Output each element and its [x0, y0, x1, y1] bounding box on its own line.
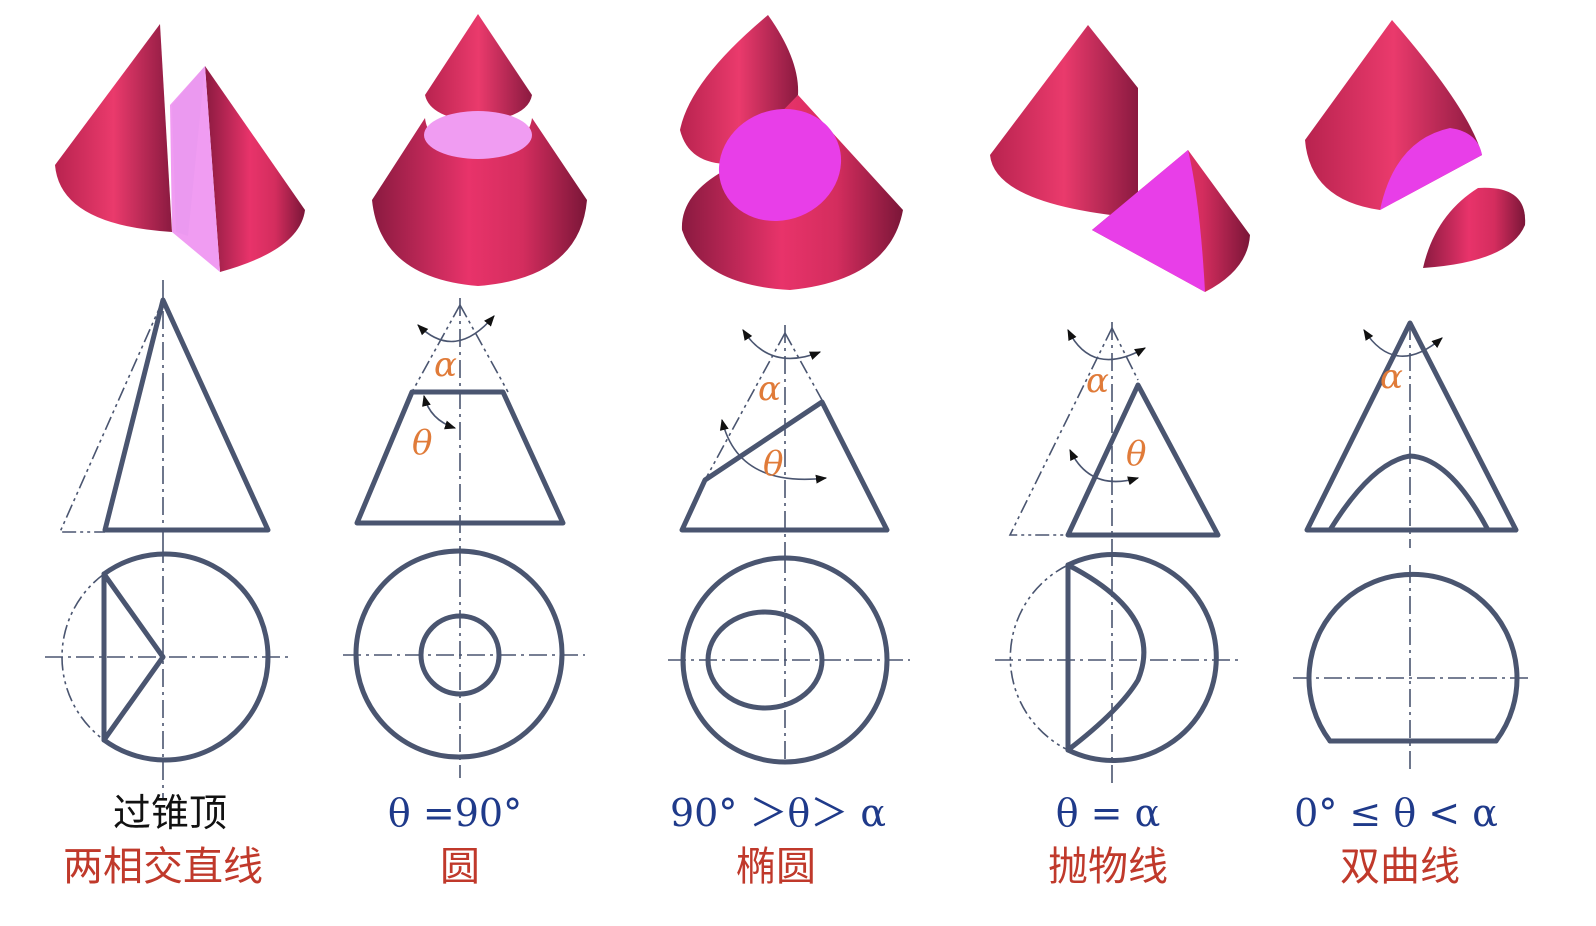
column-3-ellipse: [668, 15, 910, 765]
curve-name-col2: 圆: [440, 844, 480, 890]
column-4-parabola: [990, 25, 1250, 785]
theta-label-col3: θ: [763, 444, 783, 484]
top-view: [343, 548, 585, 778]
condition-col4: θ = α: [1056, 791, 1161, 835]
condition-col3: 90° ＞θ＞ α: [670, 791, 886, 835]
theta-label-col2: θ: [412, 423, 432, 463]
cone-3d-hyperbola: [1305, 20, 1526, 268]
cone-3d-two-lines: [55, 24, 305, 272]
front-view: [58, 280, 271, 545]
front-view: [679, 325, 890, 555]
cone-3d-circle: [372, 14, 587, 286]
curve-name-col3: 椭圆: [736, 844, 816, 890]
curve-name-col4: 抛物线: [1048, 844, 1168, 890]
alpha-label-col5: α: [1380, 357, 1403, 397]
cone-3d-parabola: [990, 25, 1250, 292]
top-view: [1293, 565, 1530, 770]
front-view: [354, 298, 566, 548]
column-5-hyperbola: [1293, 20, 1530, 770]
column-1-through-apex: [45, 24, 305, 800]
column-2-circle: [343, 14, 587, 778]
top-view: [995, 548, 1240, 785]
top-view: [668, 555, 910, 765]
alpha-label-col4: α: [1086, 361, 1109, 401]
front-view: [1008, 322, 1221, 548]
condition-col1: 过锥顶: [113, 791, 227, 835]
condition-col2: θ =90°: [388, 791, 522, 835]
cone-3d-ellipse: [680, 15, 903, 290]
alpha-label-col2: α: [434, 345, 457, 385]
condition-col5: 0° ≤ θ < α: [1294, 791, 1498, 835]
curve-name-col1: 两相交直线: [63, 844, 263, 890]
front-view: [1304, 320, 1519, 548]
alpha-label-col3: α: [758, 369, 781, 409]
curve-name-col5: 双曲线: [1340, 844, 1460, 890]
top-view: [45, 545, 290, 800]
theta-label-col4: θ: [1126, 434, 1146, 474]
